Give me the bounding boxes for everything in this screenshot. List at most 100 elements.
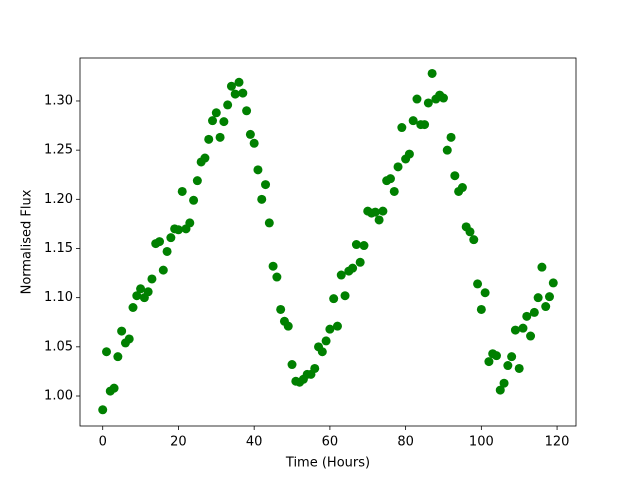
data-point (242, 106, 252, 116)
data-point (147, 274, 157, 284)
data-point (541, 302, 551, 312)
y-tick-label: 1.15 (44, 241, 73, 256)
data-point (102, 347, 112, 357)
y-axis-label: Normalised Flux (20, 189, 35, 294)
data-point (276, 304, 286, 314)
x-tick-label: 80 (397, 435, 414, 450)
data-point (204, 134, 214, 144)
data-point (211, 108, 221, 118)
data-point (450, 171, 460, 181)
data-point (143, 287, 153, 297)
x-tick-label: 40 (246, 435, 263, 450)
data-point (98, 405, 108, 415)
data-point (113, 352, 123, 362)
data-point (359, 241, 369, 251)
data-point (378, 206, 388, 216)
data-point (261, 180, 271, 190)
y-tick-label: 1.10 (44, 290, 73, 305)
y-tick-label: 1.25 (44, 143, 73, 158)
data-point (510, 325, 520, 335)
data-point (442, 145, 452, 155)
data-point (173, 225, 183, 235)
data-point (389, 186, 399, 196)
data-point (427, 68, 437, 78)
data-point (124, 334, 134, 344)
data-point (529, 307, 539, 317)
data-point (253, 165, 263, 175)
data-point (321, 336, 331, 346)
data-point (264, 218, 274, 228)
x-tick-label: 100 (469, 435, 494, 450)
data-point (287, 360, 297, 370)
data-point (189, 195, 199, 205)
data-point (503, 361, 513, 371)
data-point (469, 235, 479, 245)
data-point (272, 272, 282, 282)
data-point (117, 326, 127, 336)
data-point (473, 279, 483, 289)
data-point (522, 311, 532, 321)
data-point (230, 89, 240, 99)
data-point (336, 270, 346, 280)
data-point (177, 186, 187, 196)
data-point (476, 304, 486, 314)
y-tick-label: 1.05 (44, 339, 73, 354)
data-point (329, 294, 339, 304)
data-point (200, 153, 210, 163)
data-point (423, 98, 433, 108)
data-point (457, 183, 467, 193)
data-point (412, 94, 422, 104)
data-point (162, 246, 172, 256)
data-point (158, 265, 168, 275)
data-point (348, 263, 358, 273)
data-point (132, 291, 142, 301)
data-point (548, 278, 558, 288)
data-point (526, 331, 536, 341)
data-point (397, 123, 407, 133)
data-point (215, 132, 225, 142)
data-point (495, 385, 505, 395)
x-tick-label: 120 (545, 435, 570, 450)
data-point (310, 363, 320, 373)
data-point (128, 302, 138, 312)
data-point (404, 149, 414, 159)
data-point (249, 138, 259, 148)
data-point (420, 120, 430, 130)
data-point (185, 218, 195, 228)
data-point (393, 162, 403, 172)
data-point (465, 227, 475, 237)
plot-frame (79, 57, 577, 427)
data-point (257, 194, 267, 204)
x-tick-label: 0 (99, 435, 107, 450)
data-point (155, 237, 165, 247)
y-tick-label: 1.20 (44, 192, 73, 207)
data-point (446, 132, 456, 142)
data-point (480, 288, 490, 298)
data-point (268, 261, 278, 271)
data-point (234, 77, 244, 87)
data-point (325, 324, 335, 334)
data-point (226, 81, 236, 91)
data-point (408, 116, 418, 126)
data-point (537, 262, 547, 272)
data-point (136, 284, 146, 294)
data-point (507, 352, 517, 362)
data-point (340, 291, 350, 301)
data-point (332, 321, 342, 331)
data-point (514, 363, 524, 373)
data-point (355, 257, 365, 267)
data-point (238, 88, 248, 98)
y-tick-label: 1.00 (44, 389, 73, 404)
data-point (109, 383, 119, 393)
data-point (208, 116, 218, 126)
data-point (438, 93, 448, 103)
data-point (385, 174, 395, 184)
data-point (245, 129, 255, 139)
data-point (491, 351, 501, 361)
data-point (317, 347, 327, 357)
data-point (518, 323, 528, 333)
data-point (499, 378, 509, 388)
data-point (351, 240, 361, 250)
data-point (283, 321, 293, 331)
